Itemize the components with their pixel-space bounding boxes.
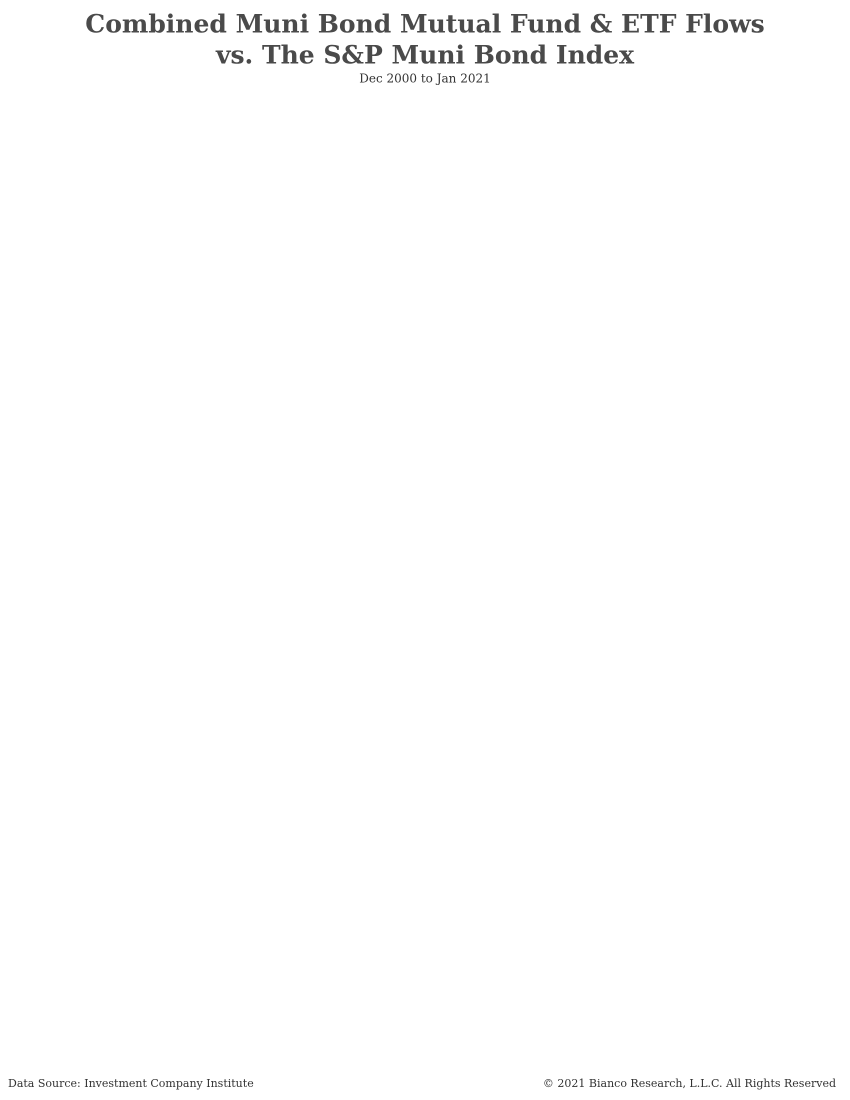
data-source: Data Source: Investment Company Institut… — [8, 1077, 254, 1090]
chart-title: vs. The S&P Muni Bond Index — [215, 41, 635, 70]
chart-title: Combined Muni Bond Mutual Fund & ETF Flo… — [85, 10, 764, 39]
chart-subtitle: Dec 2000 to Jan 2021 — [359, 72, 491, 86]
copyright: © 2021 Bianco Research, L.L.C. All Right… — [543, 1077, 836, 1090]
